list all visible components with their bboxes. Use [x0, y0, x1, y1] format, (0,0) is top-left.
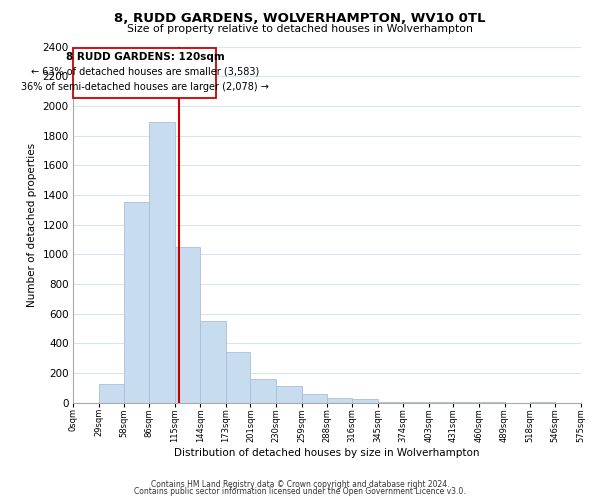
- Bar: [124, 202, 149, 402]
- Text: Contains HM Land Registry data © Crown copyright and database right 2024.: Contains HM Land Registry data © Crown c…: [151, 480, 449, 489]
- X-axis label: Distribution of detached houses by size in Wolverhampton: Distribution of detached houses by size …: [174, 448, 479, 458]
- Text: ← 63% of detached houses are smaller (3,583): ← 63% of detached houses are smaller (3,…: [31, 67, 259, 77]
- Text: Contains public sector information licensed under the Open Government Licence v3: Contains public sector information licen…: [134, 487, 466, 496]
- Bar: [175, 247, 200, 402]
- Text: Size of property relative to detached houses in Wolverhampton: Size of property relative to detached ho…: [127, 24, 473, 34]
- Text: 8 RUDD GARDENS: 120sqm: 8 RUDD GARDENS: 120sqm: [65, 52, 224, 62]
- Bar: [250, 379, 276, 402]
- Bar: [226, 352, 250, 403]
- Bar: [276, 386, 302, 402]
- Bar: [200, 321, 226, 402]
- Text: 8, RUDD GARDENS, WOLVERHAMPTON, WV10 0TL: 8, RUDD GARDENS, WOLVERHAMPTON, WV10 0TL: [114, 12, 486, 26]
- Bar: [352, 399, 377, 402]
- Bar: [327, 398, 352, 402]
- Y-axis label: Number of detached properties: Number of detached properties: [27, 142, 37, 306]
- Bar: [149, 122, 175, 402]
- Bar: [98, 384, 124, 402]
- FancyBboxPatch shape: [73, 48, 217, 98]
- Text: 36% of semi-detached houses are larger (2,078) →: 36% of semi-detached houses are larger (…: [21, 82, 269, 92]
- Bar: [302, 394, 327, 402]
